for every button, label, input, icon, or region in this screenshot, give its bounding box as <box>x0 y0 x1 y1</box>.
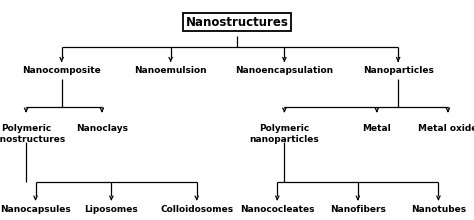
Text: Polymeric
nanostructures: Polymeric nanostructures <box>0 124 65 144</box>
Text: Nanotubes: Nanotubes <box>411 205 466 213</box>
Text: Metal: Metal <box>363 124 391 133</box>
Text: Nanofibers: Nanofibers <box>330 205 386 213</box>
Text: Nanocomposite: Nanocomposite <box>22 66 101 75</box>
Text: Nanoemulsion: Nanoemulsion <box>134 66 207 75</box>
Text: Nanocapsules: Nanocapsules <box>0 205 71 213</box>
Text: Nanoencapsulation: Nanoencapsulation <box>235 66 334 75</box>
Text: Colloidosomes: Colloidosomes <box>160 205 233 213</box>
Text: Polymeric
nanoparticles: Polymeric nanoparticles <box>249 124 319 144</box>
Text: Nanoparticles: Nanoparticles <box>363 66 434 75</box>
Text: Liposomes: Liposomes <box>84 205 138 213</box>
Text: Nanococleates: Nanococleates <box>240 205 315 213</box>
Text: Nanostructures: Nanostructures <box>185 15 289 29</box>
Text: Metal oxide: Metal oxide <box>418 124 474 133</box>
Text: Nanoclays: Nanoclays <box>76 124 128 133</box>
